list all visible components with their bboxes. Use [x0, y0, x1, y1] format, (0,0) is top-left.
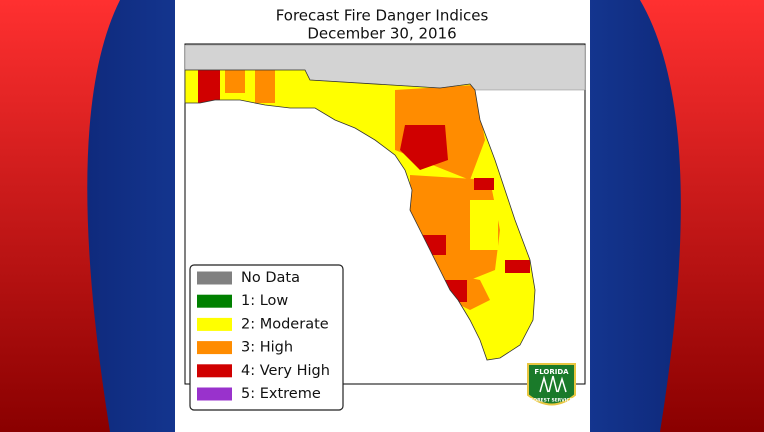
high-region: [225, 70, 245, 93]
legend-label: 5: Extreme: [241, 386, 321, 402]
legend-label: 1: Low: [241, 293, 288, 309]
moderate-region: [470, 200, 498, 250]
legend-swatch: [197, 364, 232, 378]
legend: No Data 1: Low 2: Moderate 3: High 4: Very H…: [197, 270, 330, 402]
legend-swatch: [197, 317, 232, 331]
title: Forecast Fire Danger Indices: [276, 7, 489, 25]
red-swoosh: [0, 0, 120, 432]
legend-label: No Data: [241, 270, 300, 286]
subtitle: December 30, 2016: [307, 25, 456, 43]
logo: FLORIDA FOREST SERVICE: [527, 363, 576, 406]
legend-swatch: [197, 341, 232, 355]
very-high-region: [505, 260, 530, 273]
map-frame: [184, 43, 586, 385]
very-high-region: [400, 125, 448, 170]
logo-bottom-text: FOREST SERVICE: [530, 398, 573, 404]
legend-label: 4: Very High: [241, 363, 330, 379]
legend-swatch: [197, 271, 232, 285]
legend-label: 3: High: [241, 340, 293, 356]
logo-top-text: FLORIDA: [534, 368, 569, 376]
red-swoosh: [640, 0, 764, 432]
high-region: [255, 70, 275, 103]
florida-outline: [184, 69, 536, 361]
legend-label: 2: Moderate: [241, 316, 329, 332]
legend-swatch: [197, 387, 232, 401]
legend-swatch: [197, 294, 232, 308]
very-high-region: [198, 70, 220, 104]
logo-trees: [539, 375, 567, 393]
very-high-region: [474, 178, 494, 190]
